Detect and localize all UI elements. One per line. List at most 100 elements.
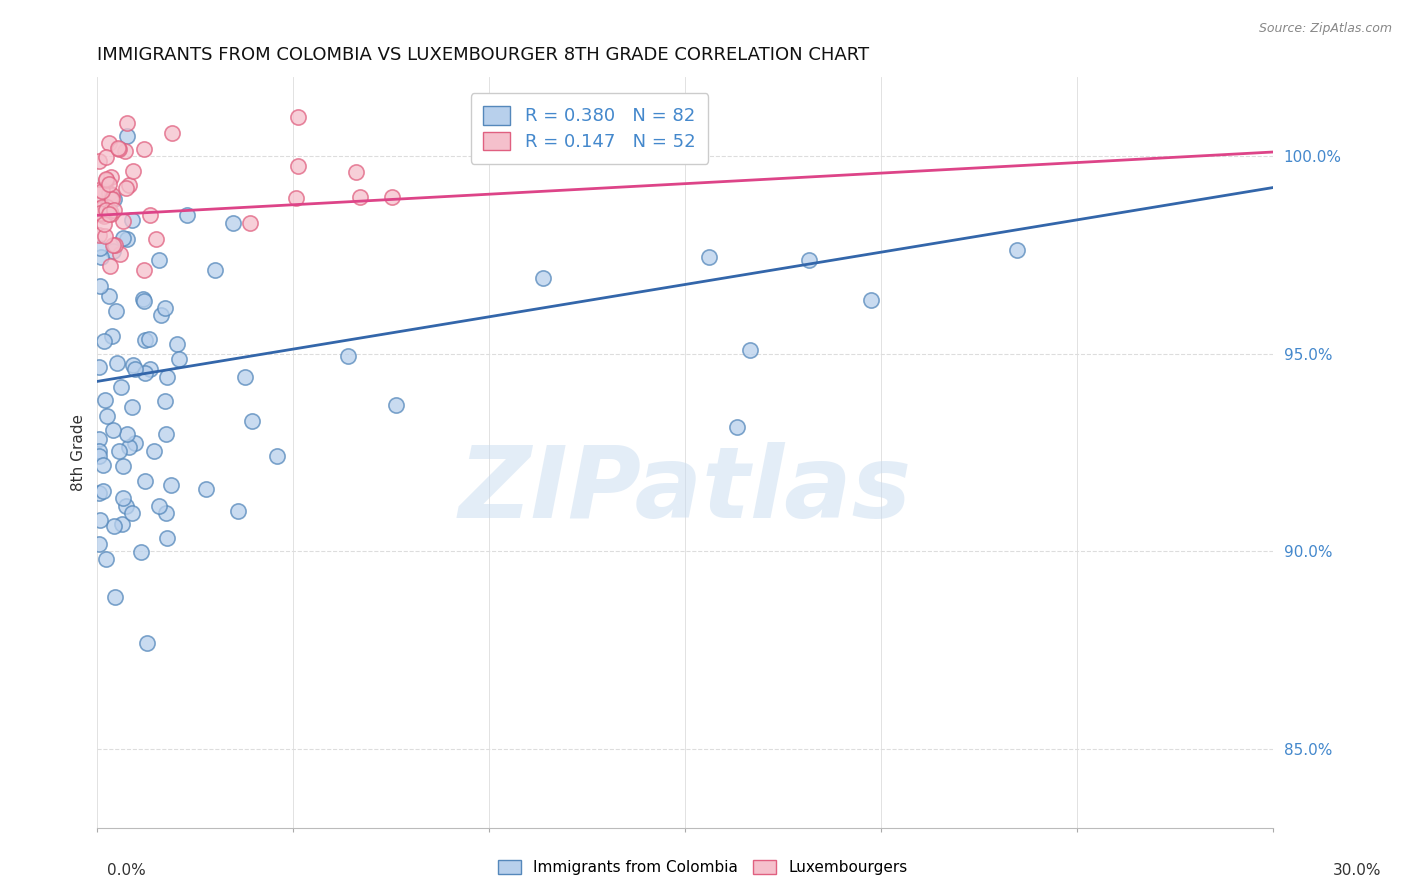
Point: [103, 192, 125, 206]
Point: [117, 426, 139, 441]
Point: [148, 500, 170, 514]
Point: [166, 336, 188, 351]
Point: [121, 213, 143, 227]
Point: [93, 201, 115, 215]
Point: [98, 177, 121, 191]
Point: [108, 444, 131, 458]
Point: [94, 150, 117, 164]
Point: [100, 169, 122, 184]
Y-axis label: 8th Grade: 8th Grade: [72, 414, 86, 491]
Point: [194, 482, 217, 496]
Point: [101, 238, 124, 252]
Point: [204, 263, 226, 277]
Point: [121, 506, 143, 520]
Point: [148, 253, 170, 268]
Point: [160, 477, 183, 491]
Point: [122, 358, 145, 372]
Point: [111, 214, 134, 228]
Point: [111, 231, 134, 245]
Point: [860, 293, 883, 308]
Point: [98, 207, 121, 221]
Point: [96, 200, 118, 214]
Text: IMMIGRANTS FROM COLOMBIA VS LUXEMBOURGER 8TH GRADE CORRELATION CHART: IMMIGRANTS FROM COLOMBIA VS LUXEMBOURGER…: [97, 46, 869, 64]
Point: [132, 294, 155, 309]
Point: [91, 200, 114, 214]
Point: [101, 192, 124, 206]
Point: [101, 187, 124, 202]
Point: [1007, 244, 1029, 258]
Point: [89, 513, 111, 527]
Point: [114, 499, 136, 513]
Point: [93, 334, 115, 349]
Point: [87, 153, 110, 168]
Point: [93, 217, 115, 231]
Point: [105, 303, 128, 318]
Point: [97, 186, 120, 201]
Point: [134, 366, 156, 380]
Point: [105, 356, 128, 370]
Point: [738, 343, 761, 358]
Point: [98, 260, 121, 274]
Point: [93, 210, 115, 224]
Point: [132, 292, 155, 306]
Point: [108, 247, 131, 261]
Point: [98, 136, 121, 150]
Point: [90, 185, 112, 199]
Point: [111, 516, 134, 531]
Point: [87, 228, 110, 243]
Legend: Immigrants from Colombia, Luxembourgers: Immigrants from Colombia, Luxembourgers: [494, 855, 912, 880]
Point: [156, 531, 179, 545]
Point: [138, 332, 160, 346]
Point: [240, 414, 263, 428]
Point: [336, 349, 359, 363]
Point: [176, 208, 198, 222]
Point: [96, 409, 118, 424]
Point: [134, 263, 156, 277]
Point: [100, 207, 122, 221]
Point: [114, 145, 136, 159]
Point: [124, 361, 146, 376]
Point: [233, 369, 256, 384]
Point: [797, 253, 820, 268]
Point: [115, 115, 138, 129]
Point: [139, 209, 162, 223]
Point: [94, 551, 117, 566]
Point: [138, 362, 160, 376]
Point: [143, 444, 166, 458]
Text: 30.0%: 30.0%: [1333, 863, 1381, 878]
Point: [115, 129, 138, 144]
Point: [89, 432, 111, 446]
Point: [103, 519, 125, 533]
Point: [89, 485, 111, 500]
Point: [121, 400, 143, 414]
Point: [89, 279, 111, 293]
Point: [136, 636, 159, 650]
Point: [155, 506, 177, 520]
Point: [103, 202, 125, 217]
Point: [155, 393, 177, 408]
Point: [284, 191, 307, 205]
Point: [145, 232, 167, 246]
Point: [111, 491, 134, 505]
Point: [89, 360, 111, 375]
Point: [110, 380, 132, 394]
Point: [118, 178, 141, 192]
Text: ZIPatlas: ZIPatlas: [458, 442, 911, 539]
Point: [108, 142, 131, 156]
Point: [287, 110, 309, 124]
Point: [89, 450, 111, 464]
Point: [117, 440, 139, 454]
Point: [90, 251, 112, 265]
Point: [381, 190, 404, 204]
Point: [107, 141, 129, 155]
Text: 0.0%: 0.0%: [107, 863, 146, 878]
Point: [153, 301, 176, 315]
Point: [96, 172, 118, 186]
Point: [156, 370, 179, 384]
Point: [134, 475, 156, 489]
Point: [149, 308, 172, 322]
Point: [384, 398, 406, 412]
Point: [531, 270, 554, 285]
Point: [91, 207, 114, 221]
Point: [101, 244, 124, 259]
